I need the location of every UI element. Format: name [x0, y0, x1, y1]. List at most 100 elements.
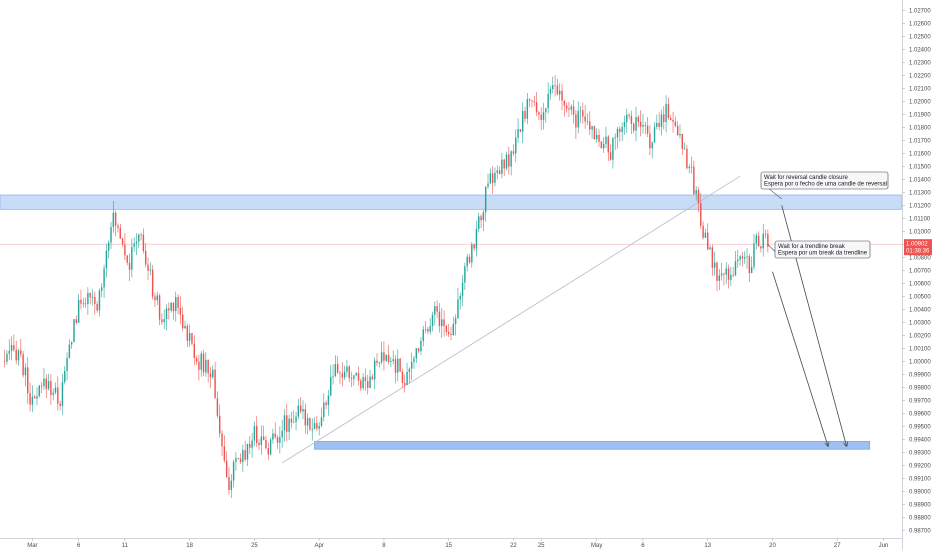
candle[interactable]: [376, 352, 378, 367]
candle[interactable]: [59, 400, 61, 411]
candle[interactable]: [290, 411, 293, 429]
x-axis[interactable]: Mar 6 11 18 25 Apr 8 15 22 25 May 6 13 20 27 Jun: [27, 538, 888, 549]
candle[interactable]: [288, 414, 290, 441]
candles-layer[interactable]: [3, 75, 769, 499]
candle[interactable]: [221, 430, 223, 456]
candle[interactable]: [362, 373, 364, 391]
candle[interactable]: [212, 365, 214, 379]
candle[interactable]: [350, 371, 353, 387]
candle[interactable]: [172, 301, 175, 320]
candle[interactable]: [105, 243, 108, 278]
candle[interactable]: [644, 121, 646, 135]
candle[interactable]: [77, 293, 80, 324]
candle[interactable]: [237, 457, 239, 460]
candle[interactable]: [54, 382, 57, 395]
candle[interactable]: [119, 223, 121, 240]
candle[interactable]: [679, 124, 681, 139]
candle[interactable]: [390, 357, 392, 367]
candle[interactable]: [757, 231, 760, 247]
candle[interactable]: [383, 341, 385, 371]
candle[interactable]: [330, 365, 332, 397]
candle[interactable]: [630, 110, 633, 135]
candle[interactable]: [517, 118, 519, 144]
candle[interactable]: [175, 291, 177, 322]
candle[interactable]: [110, 221, 112, 249]
candle[interactable]: [367, 374, 369, 395]
candle[interactable]: [628, 112, 630, 120]
candle[interactable]: [184, 320, 186, 330]
candle[interactable]: [318, 421, 320, 436]
candle[interactable]: [445, 324, 448, 336]
candle[interactable]: [450, 326, 452, 341]
candle[interactable]: [690, 156, 693, 174]
candle[interactable]: [702, 221, 704, 240]
candle[interactable]: [441, 307, 443, 338]
candle[interactable]: [658, 112, 660, 131]
candle[interactable]: [87, 287, 89, 316]
candle[interactable]: [70, 341, 73, 349]
candle[interactable]: [117, 223, 119, 233]
candle[interactable]: [443, 310, 445, 337]
candle[interactable]: [584, 105, 586, 129]
candle[interactable]: [512, 144, 515, 156]
candle[interactable]: [612, 136, 614, 169]
candle[interactable]: [744, 251, 746, 264]
candle[interactable]: [181, 306, 184, 332]
candle[interactable]: [242, 444, 244, 472]
candle[interactable]: [459, 292, 461, 310]
candle[interactable]: [616, 126, 619, 149]
candle[interactable]: [279, 426, 281, 454]
resistance-zone[interactable]: [0, 194, 903, 210]
candle[interactable]: [545, 107, 547, 123]
candle[interactable]: [760, 245, 762, 253]
candle[interactable]: [327, 390, 330, 416]
candle[interactable]: [283, 409, 286, 442]
candle[interactable]: [563, 100, 566, 117]
candle[interactable]: [249, 435, 251, 455]
candle[interactable]: [503, 158, 505, 177]
candle[interactable]: [600, 140, 603, 149]
candle[interactable]: [734, 250, 737, 277]
candle[interactable]: [531, 100, 533, 108]
candle[interactable]: [121, 237, 124, 247]
candle[interactable]: [521, 102, 524, 144]
candle[interactable]: [475, 220, 478, 257]
candle[interactable]: [38, 384, 41, 398]
candle[interactable]: [138, 233, 140, 249]
candle[interactable]: [186, 323, 189, 347]
candle[interactable]: [207, 359, 209, 383]
candle[interactable]: [707, 223, 709, 251]
trendline[interactable]: [281, 175, 741, 464]
candle[interactable]: [764, 229, 767, 239]
candle[interactable]: [565, 102, 568, 113]
candle[interactable]: [202, 349, 205, 376]
candle[interactable]: [371, 374, 374, 380]
candle[interactable]: [216, 391, 219, 419]
candle[interactable]: [505, 151, 508, 171]
candle[interactable]: [466, 253, 468, 272]
candle[interactable]: [135, 232, 138, 256]
candle[interactable]: [515, 129, 517, 163]
candle[interactable]: [420, 337, 422, 356]
candle[interactable]: [165, 304, 168, 331]
candle[interactable]: [582, 102, 584, 124]
candle[interactable]: [75, 315, 78, 325]
candle[interactable]: [410, 352, 413, 381]
candle[interactable]: [57, 376, 59, 411]
candle[interactable]: [538, 110, 540, 121]
candle[interactable]: [561, 83, 563, 111]
candle[interactable]: [68, 339, 71, 359]
candle[interactable]: [353, 374, 355, 386]
candle[interactable]: [454, 314, 457, 336]
candle[interactable]: [656, 114, 658, 130]
candle[interactable]: [697, 187, 700, 213]
candle[interactable]: [276, 435, 279, 449]
candle[interactable]: [653, 121, 656, 144]
candle[interactable]: [686, 145, 688, 170]
candle[interactable]: [663, 105, 665, 130]
candle[interactable]: [364, 368, 367, 391]
candle[interactable]: [683, 142, 686, 150]
candle[interactable]: [256, 416, 258, 448]
candle[interactable]: [188, 324, 191, 347]
